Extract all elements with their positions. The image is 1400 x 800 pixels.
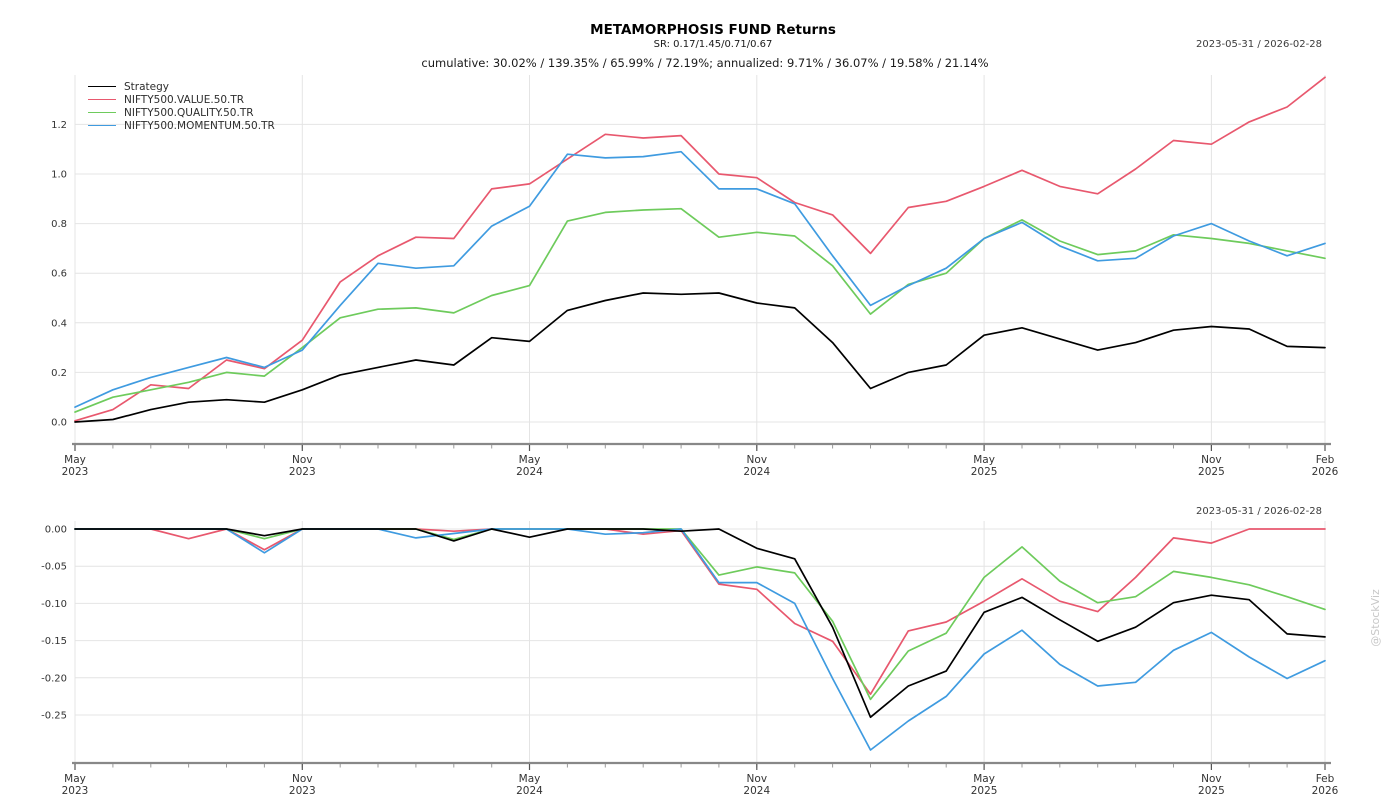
y-tick-label: 0.8	[51, 219, 67, 230]
x-tick-label: May 2025	[971, 773, 998, 797]
legend-label: NIFTY500.VALUE.50.TR	[124, 93, 245, 106]
y-tick-label: 0.4	[51, 318, 67, 329]
series-line-nifty500-quality-50-tr	[74, 207, 1326, 413]
legend: Strategy NIFTY500.VALUE.50.TR NIFTY500.Q…	[88, 80, 275, 132]
x-tick-label: May 2024	[516, 454, 543, 478]
x-tick-label: Nov 2024	[743, 773, 770, 797]
x-tick-label: Nov 2024	[743, 454, 770, 478]
y-tick-label: -0.10	[41, 599, 67, 610]
series-line-nifty500-value-50-tr	[74, 76, 1326, 422]
sharpe-ratio-subtitle: SR: 0.17/1.45/0.71/0.67	[653, 39, 773, 50]
y-tick-label: 1.0	[51, 170, 67, 181]
series-line-nifty500-value-50-tr	[74, 528, 1326, 696]
x-axis: May 2023 Nov 2023 May 2024 Nov 2024 May 2025 Nov 20…	[62, 761, 1339, 797]
y-tick-label: -0.25	[41, 711, 67, 722]
x-tick-label: Nov 2023	[289, 454, 316, 478]
momentum-line-swatch	[88, 125, 116, 126]
series-line-strategy	[74, 292, 1326, 423]
top-chart-cumulative: May 2023 Nov 2023 May 2024 Nov 2024 May 2025 Nov 20…	[51, 75, 1339, 478]
bottom-chart-drawdown: May 2023 Nov 2023 May 2024 Nov 2024 May 2025 Nov 20…	[41, 521, 1339, 797]
y-tick-label: 0.6	[51, 269, 67, 280]
legend-item-momentum: NIFTY500.MOMENTUM.50.TR	[88, 119, 275, 132]
x-tick-label: Nov 2023	[289, 773, 316, 797]
legend-item-value: NIFTY500.VALUE.50.TR	[88, 93, 275, 106]
legend-item-strategy: Strategy	[88, 80, 275, 93]
x-tick-label: Feb 2026	[1312, 454, 1339, 478]
x-tick-label: May 2023	[62, 454, 89, 478]
x-tick-label: May 2023	[62, 773, 89, 797]
page-title: METAMORPHOSIS FUND Returns	[590, 22, 836, 38]
legend-label: NIFTY500.MOMENTUM.50.TR	[124, 119, 275, 132]
y-tick-label: -0.20	[41, 673, 67, 684]
x-tick-label: Nov 2025	[1198, 773, 1225, 797]
x-tick-label: May 2025	[971, 454, 998, 478]
y-tick-label: 1.2	[51, 120, 67, 131]
series-line-nifty500-momentum-50-tr	[74, 150, 1326, 408]
y-tick-label: -0.15	[41, 636, 67, 647]
y-tick-label: 0.00	[45, 525, 67, 536]
x-tick-label: Feb 2026	[1312, 773, 1339, 797]
y-tick-label: 0.2	[51, 368, 67, 379]
y-tick-label: -0.05	[41, 562, 67, 573]
series-line-nifty500-quality-50-tr	[74, 528, 1326, 701]
series-line-strategy	[74, 528, 1326, 719]
x-tick-label: Nov 2025	[1198, 454, 1225, 478]
date-range-bottom: 2023-05-31 / 2026-02-28	[1196, 506, 1322, 517]
y-axis: 0.00 -0.05 -0.10 -0.15 -0.20 -0.25	[41, 525, 67, 722]
quality-line-swatch	[88, 112, 116, 113]
y-axis: 0.0 0.2 0.4 0.6 0.8 1.0 1.2	[51, 120, 67, 429]
grid	[74, 75, 1326, 443]
strategy-line-swatch	[88, 86, 116, 87]
grid	[74, 521, 1326, 762]
legend-label: Strategy	[124, 80, 169, 93]
date-range-top: 2023-05-31 / 2026-02-28	[1196, 39, 1322, 50]
cumulative-annualized-stats: cumulative: 30.02% / 139.35% / 65.99% / …	[421, 56, 989, 70]
x-axis: May 2023 Nov 2023 May 2024 Nov 2024 May 2025 Nov 20…	[62, 442, 1339, 478]
stockviz-watermark: @StockViz	[1369, 589, 1382, 647]
x-tick-label: May 2024	[516, 773, 543, 797]
series-line-nifty500-momentum-50-tr	[74, 528, 1326, 751]
legend-item-quality: NIFTY500.QUALITY.50.TR	[88, 106, 275, 119]
value-line-swatch	[88, 99, 116, 100]
y-tick-label: 0.0	[51, 418, 67, 429]
legend-label: NIFTY500.QUALITY.50.TR	[124, 106, 254, 119]
